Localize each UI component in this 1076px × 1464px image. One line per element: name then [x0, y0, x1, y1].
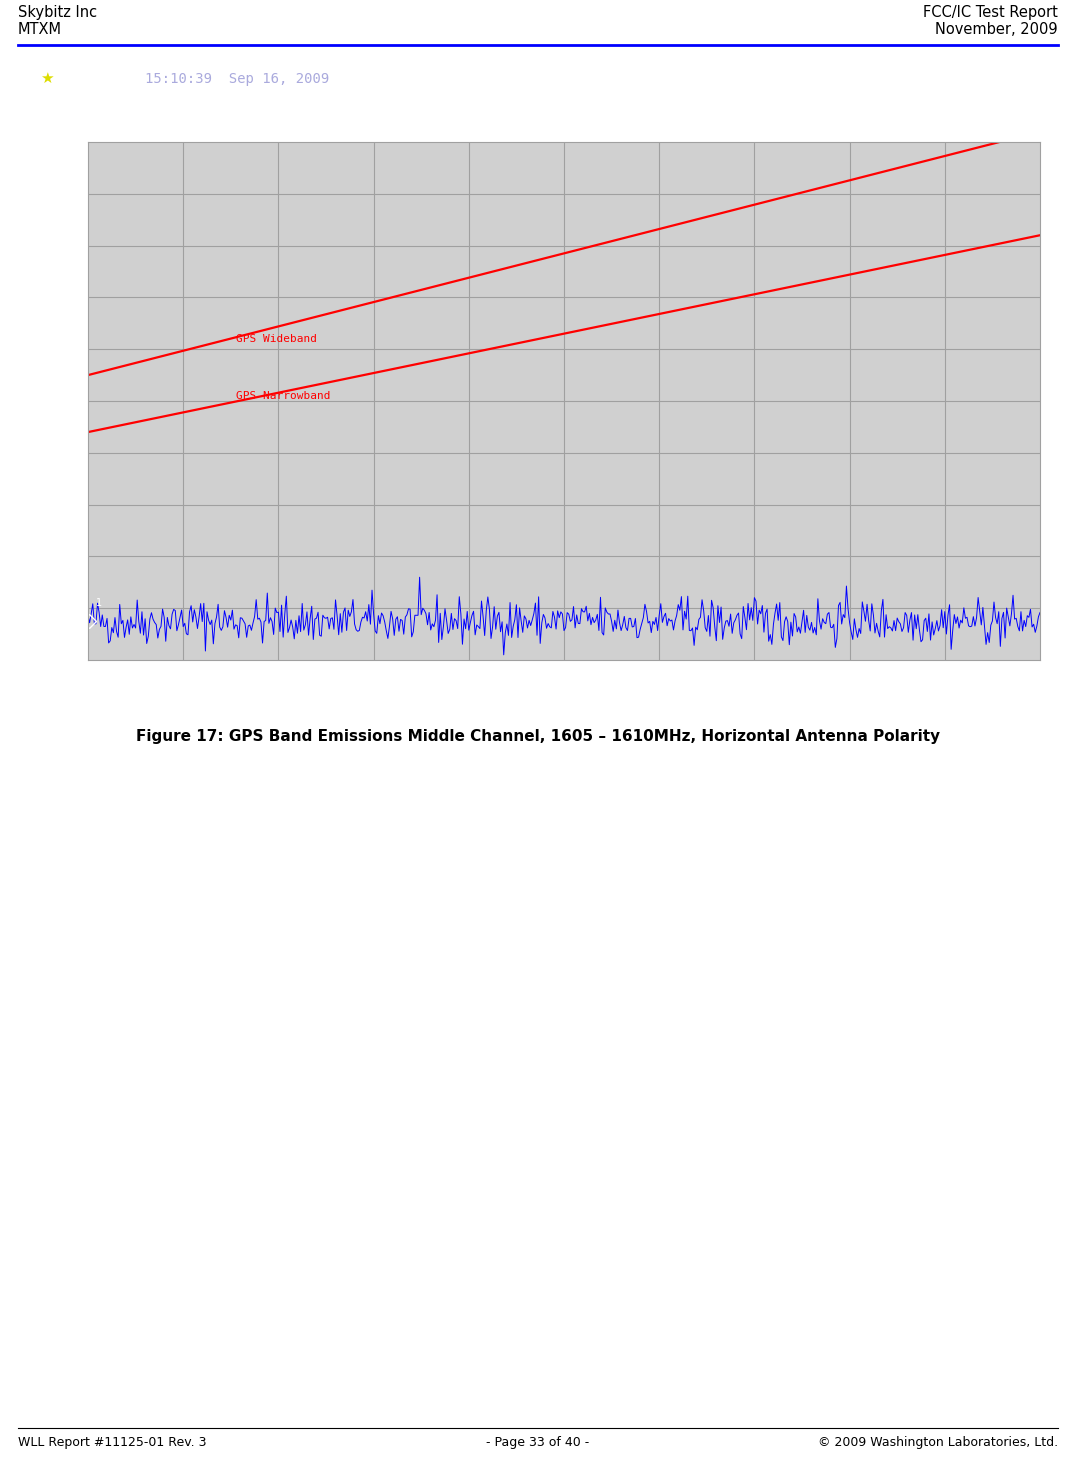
Text: Mkr1  1.605 058 GHz: Mkr1 1.605 058 GHz	[903, 101, 1037, 114]
Text: GPS Wideband: GPS Wideband	[236, 334, 316, 344]
Text: £(f):: £(f):	[52, 495, 85, 505]
Text: Figure 17: GPS Band Emissions Middle Channel, 1605 – 1610MHz, Horizontal Antenna: Figure 17: GPS Band Emissions Middle Cha…	[136, 729, 940, 744]
Text: #Res BW 1 MHz___________________#VBW 1 MHz_____________#Sweep 1.178 s (601 pts)_: #Res BW 1 MHz___________________#VBW 1 M…	[43, 687, 543, 697]
Text: Start 1.605 000 GHz: Start 1.605 000 GHz	[43, 665, 179, 678]
Text: GPS Narrowband: GPS Narrowband	[236, 391, 330, 401]
Text: #PAvg: #PAvg	[52, 370, 85, 381]
Text: © 2009 Washington Laboratories, Ltd.: © 2009 Washington Laboratories, Ltd.	[818, 1436, 1058, 1449]
Text: Log: Log	[65, 160, 85, 170]
Text: S3  FC: S3 FC	[44, 454, 85, 464]
Text: FCC/IC Test Report
November, 2009: FCC/IC Test Report November, 2009	[923, 4, 1058, 38]
Text: ★: ★	[40, 70, 54, 86]
Text: Swp: Swp	[65, 545, 85, 555]
Text: Ref 112.3 dBµV: Ref 112.3 dBµV	[39, 123, 138, 136]
Text: dB/: dB/	[65, 195, 85, 203]
Text: Skybitz Inc
MTXM: Skybitz Inc MTXM	[18, 4, 97, 38]
Text: Stop 1.610 000 GHz: Stop 1.610 000 GHz	[905, 665, 1033, 678]
Text: R    T: R T	[752, 70, 795, 86]
Text: -4.7: -4.7	[58, 228, 85, 239]
Text: Offst: Offst	[52, 211, 85, 221]
Text: Peak: Peak	[58, 142, 85, 152]
Text: WLL Report #11125-01 Rev. 3: WLL Report #11125-01 Rev. 3	[18, 1436, 207, 1449]
Text: FTun: FTun	[58, 520, 85, 530]
Text: M1  S2: M1 S2	[44, 432, 85, 442]
Text: 1: 1	[96, 597, 102, 608]
Text: ^: ^	[535, 665, 541, 675]
Text: Atten 20 dB: Atten 20 dB	[356, 123, 435, 136]
Text: dB: dB	[71, 244, 85, 255]
Text: Agilent: Agilent	[67, 72, 123, 85]
Text: AA: AA	[71, 474, 85, 485]
Text: - Page 33 of 40 -: - Page 33 of 40 -	[486, 1436, 590, 1449]
Text: 42.38 dBµV: 42.38 dBµV	[966, 123, 1037, 136]
Text: 15:10:39  Sep 16, 2009: 15:10:39 Sep 16, 2009	[145, 72, 329, 85]
Text: 10: 10	[71, 177, 85, 187]
